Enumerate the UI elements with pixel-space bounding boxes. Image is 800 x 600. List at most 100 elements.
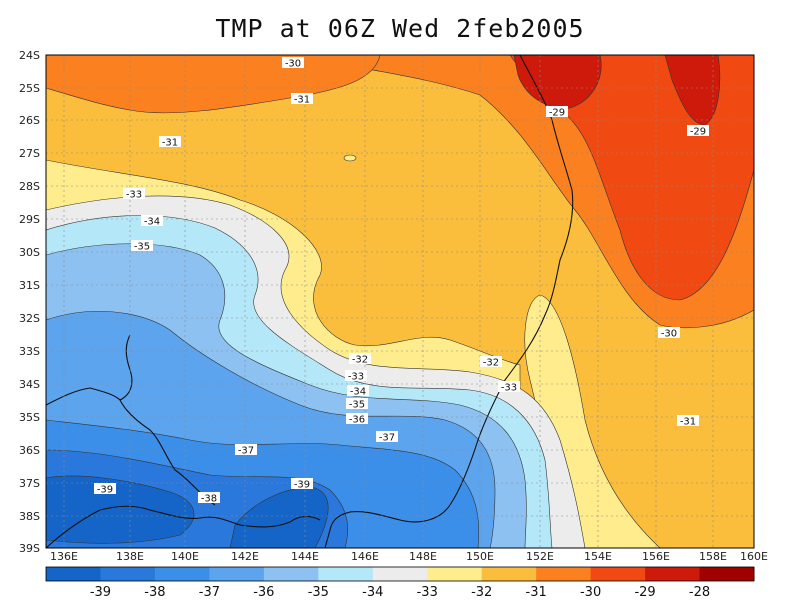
- band-minus-28-east: [664, 55, 721, 126]
- colorbar-label: -29: [634, 585, 655, 600]
- lon-tick-label: 138E: [116, 550, 144, 563]
- contour-label-bg: [291, 93, 313, 104]
- contour-label: -30: [661, 329, 677, 340]
- colorbar-label: -38: [144, 585, 165, 600]
- lat-tick-label: 24S: [19, 49, 40, 62]
- lon-tick-labels: 136E 138E 140E 142E 144E 146E 148E 150E 152E 154E…: [50, 550, 768, 563]
- colorbar-swatch: [154, 567, 210, 581]
- lon-tick-label: 142E: [231, 550, 259, 563]
- lat-tick-labels: 24S 25S 26S 27S 28S 29S 30S 31S 32S 33S 34S 35S 36S 3…: [19, 49, 40, 555]
- contour-label: -36: [349, 415, 365, 426]
- contour-label: -37: [379, 433, 395, 444]
- lon-tick-label: 150E: [466, 550, 494, 563]
- band-minus-30-west: [46, 55, 381, 114]
- lon-tick-label: 148E: [409, 550, 437, 563]
- contour-label: -37: [238, 446, 254, 457]
- band-minus-39-east: [229, 487, 329, 548]
- contour-label-bg: [658, 327, 680, 338]
- contour-label-bg: [480, 356, 502, 367]
- contour-label: -39: [97, 485, 113, 496]
- lat-tick-label: 38S: [19, 510, 40, 523]
- colorbar-swatch: [590, 567, 646, 581]
- contour-label: -35: [349, 400, 365, 411]
- colorbar-label: -36: [253, 585, 274, 600]
- contour-label: -30: [285, 59, 301, 70]
- contour-label: -29: [690, 127, 706, 138]
- contour-label: -34: [144, 217, 160, 228]
- contour-label-bg: [498, 381, 520, 392]
- lat-tick-label: 29S: [19, 213, 40, 226]
- colorbar-swatch: [209, 567, 265, 581]
- contour-label-bg: [94, 483, 116, 494]
- lat-tick-label: 37S: [19, 477, 40, 490]
- contour-label-bg: [282, 57, 304, 68]
- lon-tick-label: 144E: [291, 550, 319, 563]
- colorbar-swatch: [645, 567, 701, 581]
- colorbar-label: -32: [471, 585, 492, 600]
- lat-tick-label: 33S: [19, 345, 40, 358]
- contour-label-bg: [235, 444, 257, 455]
- contour-label-bg: [131, 240, 153, 251]
- lon-tick-label: 160E: [740, 550, 768, 563]
- contour-label: -31: [162, 138, 178, 149]
- contour-label-bg: [677, 415, 699, 426]
- contour-label: -31: [294, 95, 310, 106]
- lon-tick-label: 158E: [699, 550, 727, 563]
- contour-label: -29: [549, 108, 565, 119]
- lon-tick-label: 136E: [50, 550, 78, 563]
- contour-label: -38: [201, 494, 217, 505]
- lon-tick-label: 152E: [526, 550, 554, 563]
- colorbar-swatch: [699, 567, 755, 581]
- contour-label: -31: [680, 417, 696, 428]
- colorbar-swatch: [536, 567, 592, 581]
- band-minus-39-west: [46, 475, 195, 544]
- contour-label-bg: [349, 353, 371, 364]
- lat-tick-label: 32S: [19, 312, 40, 325]
- contour-label-bg: [346, 413, 368, 424]
- colorbar-swatch: [427, 567, 483, 581]
- contour-label-bg: [346, 398, 368, 409]
- lat-tick-label: 26S: [19, 114, 40, 127]
- contour-label-bg: [546, 106, 568, 117]
- lat-tick-label: 25S: [19, 82, 40, 95]
- colorbar-swatch: [46, 567, 101, 581]
- contour-label: -34: [350, 387, 366, 398]
- colorbar-label: -34: [362, 585, 383, 600]
- colorbar: -39 -38 -37 -36 -35 -34 -33 -32 -31 -30 -29 -28: [45, 566, 755, 600]
- contour-label-bg: [376, 431, 398, 442]
- band-minus-28-north: [513, 55, 602, 109]
- lat-tick-label: 31S: [19, 279, 40, 292]
- contour-label: -33: [126, 190, 142, 201]
- map-title: TMP at 06Z Wed 2feb2005: [215, 14, 585, 43]
- colorbar-label: -28: [689, 585, 710, 600]
- lat-tick-label: 28S: [19, 180, 40, 193]
- lat-tick-label: 27S: [19, 147, 40, 160]
- colorbar-label: -30: [580, 585, 601, 600]
- colorbar-label: -39: [90, 585, 111, 600]
- lat-tick-label: 39S: [19, 542, 40, 555]
- lon-tick-label: 140E: [171, 550, 199, 563]
- colorbar-label: -35: [308, 585, 329, 600]
- colorbar-label: -31: [526, 585, 547, 600]
- contour-label: -35: [134, 242, 150, 253]
- colorbar-swatch: [372, 567, 428, 581]
- lon-tick-label: 146E: [351, 550, 379, 563]
- contour-label: -32: [483, 358, 499, 369]
- lat-tick-label: 34S: [19, 378, 40, 391]
- colorbar-label: -37: [199, 585, 220, 600]
- lon-tick-label: 154E: [584, 550, 612, 563]
- contour-label-bg: [141, 215, 163, 226]
- lat-tick-label: 35S: [19, 411, 40, 424]
- lon-tick-label: 156E: [642, 550, 670, 563]
- contour-label: -39: [294, 480, 310, 491]
- contour-label-bg: [198, 492, 220, 503]
- colorbar-label: -33: [417, 585, 438, 600]
- lat-lon-grid: [46, 55, 754, 548]
- contour-label: -33: [501, 383, 517, 394]
- contour-labels: -30 -31 -31 -29 -29 -33 -34 -35 -32 -33 -34 -35 -36 -…: [94, 57, 709, 505]
- lat-tick-label: 30S: [19, 246, 40, 259]
- colorbar-swatch: [481, 567, 537, 581]
- contour-label-bg: [159, 136, 181, 147]
- lat-tick-label: 36S: [19, 444, 40, 457]
